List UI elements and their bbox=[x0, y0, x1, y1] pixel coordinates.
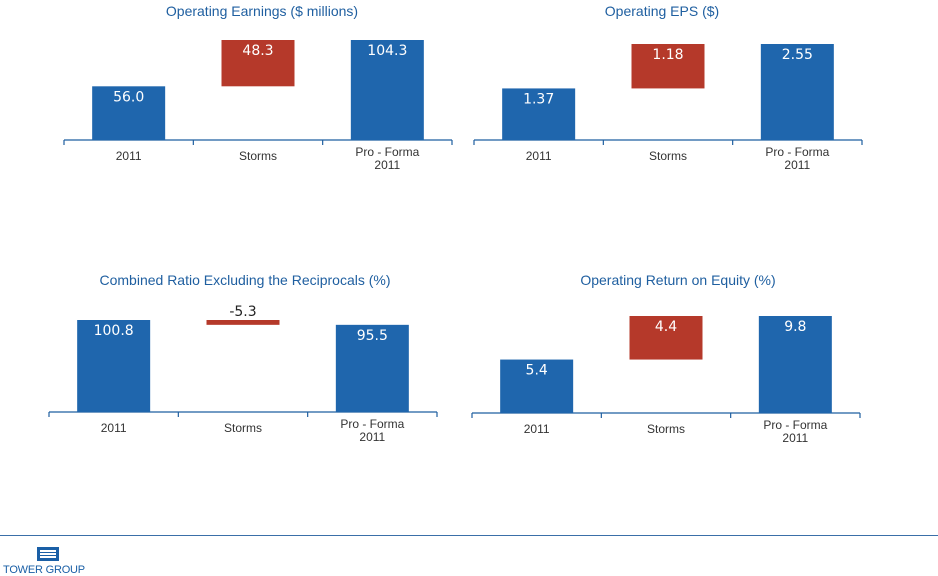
bar-2011 bbox=[502, 88, 576, 140]
category-label: Pro - Forma bbox=[355, 145, 419, 159]
bar-pro-forma bbox=[350, 40, 424, 140]
category-label: 2011 bbox=[526, 149, 552, 163]
tower-group-logo-icon bbox=[37, 547, 59, 561]
data-label: 56.0 bbox=[113, 89, 144, 105]
chart-combined-ratio: Combined Ratio Excluding the Reciprocals… bbox=[0, 262, 469, 522]
footer-divider bbox=[0, 535, 938, 536]
data-label: 1.37 bbox=[523, 91, 554, 107]
chart-combined-ratio-svg: Combined Ratio Excluding the Reciprocals… bbox=[48, 272, 438, 444]
data-label: 5.4 bbox=[526, 363, 548, 379]
category-label: 2011 bbox=[784, 158, 810, 172]
category-label: Pro - Forma bbox=[763, 418, 827, 432]
chart-operating-eps: Operating EPS ($) 1.37 2011 1.18 Storms 2.55 P… bbox=[469, 0, 938, 260]
data-label: 1.18 bbox=[652, 47, 683, 63]
category-label: Storms bbox=[239, 149, 277, 163]
bar-2011 bbox=[500, 359, 574, 413]
chart-title: Operating Return on Equity (%) bbox=[580, 272, 775, 288]
chart-title: Operating Earnings ($ millions) bbox=[166, 3, 358, 19]
bar-storms bbox=[206, 320, 280, 325]
bar-storms bbox=[221, 40, 295, 87]
category-label: 2011 bbox=[374, 158, 400, 172]
data-label: 2.55 bbox=[782, 47, 813, 63]
logo-text: TOWER GROUP bbox=[3, 564, 85, 576]
chart-operating-eps-svg: Operating EPS ($) 1.37 2011 1.18 Storms 2.55 P… bbox=[473, 3, 863, 172]
company-logo: TOWER GROUP bbox=[0, 544, 96, 576]
chart-title: Combined Ratio Excluding the Reciprocals… bbox=[99, 272, 390, 288]
bar-storms bbox=[631, 44, 705, 89]
chart-operating-roe-svg: Operating Return on Equity (%) 5.4 2011 4.4… bbox=[471, 272, 861, 445]
category-label: 2011 bbox=[782, 431, 808, 445]
category-label: Storms bbox=[649, 149, 687, 163]
bar-2011 bbox=[92, 86, 166, 140]
category-label: Pro - Forma bbox=[765, 145, 829, 159]
data-label: 104.3 bbox=[367, 43, 407, 59]
category-label: 2011 bbox=[116, 149, 142, 163]
data-label: 95.5 bbox=[357, 328, 388, 344]
chart-operating-roe: Operating Return on Equity (%) 5.4 2011 4.4… bbox=[469, 262, 938, 522]
category-label: 2011 bbox=[359, 430, 385, 444]
category-label: 2011 bbox=[524, 422, 550, 436]
chart-operating-earnings: Operating Earnings ($ millions) 56.0 2011 4… bbox=[0, 0, 469, 260]
category-label: Pro - Forma bbox=[340, 417, 404, 431]
data-label: 48.3 bbox=[242, 43, 273, 59]
data-label: -5.3 bbox=[229, 304, 256, 320]
bar-pro-forma bbox=[758, 316, 832, 413]
data-label: 4.4 bbox=[655, 319, 677, 335]
bar-pro-forma bbox=[335, 324, 409, 412]
bar-pro-forma bbox=[760, 44, 834, 140]
category-label: Storms bbox=[224, 421, 262, 435]
bar-2011 bbox=[77, 320, 151, 412]
data-label: 100.8 bbox=[94, 323, 134, 339]
chart-title: Operating EPS ($) bbox=[605, 3, 719, 19]
chart-operating-earnings-svg: Operating Earnings ($ millions) 56.0 2011 4… bbox=[63, 3, 453, 172]
data-label: 9.8 bbox=[784, 319, 806, 335]
bar-storms bbox=[629, 316, 703, 360]
category-label: Storms bbox=[647, 422, 685, 436]
category-label: 2011 bbox=[101, 421, 127, 435]
